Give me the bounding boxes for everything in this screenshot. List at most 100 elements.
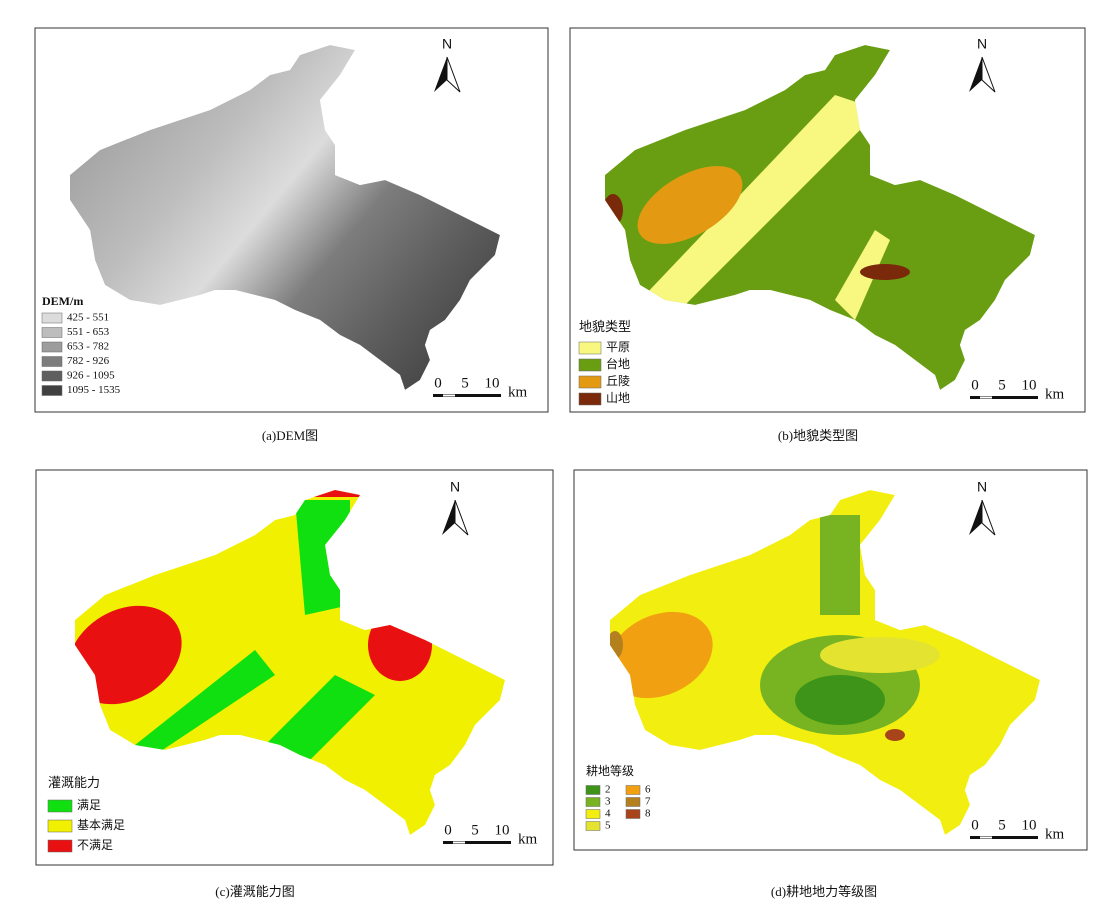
class-patch [795, 675, 885, 725]
class-patch [645, 95, 880, 305]
scale-tick-label: 5 [471, 822, 479, 838]
north-arrow-left [969, 500, 982, 535]
class-patch [860, 264, 910, 280]
panel-caption: (d)耕地地力等级图 [771, 884, 877, 899]
panel-caption: (b)地貌类型图 [778, 428, 858, 443]
scale-tick-label: 10 [1022, 377, 1037, 393]
scale-bar [970, 836, 1038, 839]
legend-swatch [578, 392, 602, 406]
legend-swatch [41, 356, 63, 367]
map [70, 45, 500, 390]
legend-label: 2 [605, 784, 611, 796]
class-patch [75, 605, 182, 705]
scale-unit: km [1045, 386, 1065, 402]
legend-swatch [625, 785, 641, 795]
legend-label: 1095 - 1535 [67, 384, 121, 396]
class-patch [637, 166, 743, 244]
north-arrow-left [969, 57, 982, 92]
legend-label: 4 [605, 808, 611, 820]
scale-bar-segment [453, 841, 465, 844]
legend-label: 782 - 926 [67, 355, 110, 367]
class-patch [610, 611, 713, 699]
legend-label: 926 - 1095 [67, 370, 115, 382]
north-label: N [442, 36, 452, 52]
map-clip [75, 490, 505, 835]
legend-swatch [625, 797, 641, 807]
legend-label: 653 - 782 [67, 341, 109, 353]
north-label: N [977, 479, 987, 495]
scale-tick-label: 10 [495, 822, 510, 838]
scale-tick-label: 0 [444, 822, 452, 838]
legend-title: DEM/m [42, 294, 83, 308]
class-patch [820, 515, 860, 615]
legend-label: 3 [605, 796, 611, 808]
legend-title: 地貌类型 [579, 319, 631, 334]
legend-label: 551 - 653 [67, 326, 110, 338]
scale-tick-label: 5 [461, 375, 469, 391]
class-patch [255, 675, 375, 765]
scale-bar [443, 841, 511, 844]
north-label: N [450, 479, 460, 495]
class-patch [885, 729, 905, 741]
class-patch [295, 500, 350, 615]
scale-unit: km [518, 831, 538, 847]
legend-label: 平原 [606, 340, 630, 354]
legend-label: 基本满足 [77, 818, 125, 832]
legend-swatch [41, 370, 63, 382]
scale-tick-label: 10 [485, 375, 500, 391]
legend-swatch [41, 327, 63, 338]
legend-swatch [585, 797, 601, 807]
scale-bar-segment [980, 836, 992, 839]
legend-swatch [585, 785, 601, 795]
legend-swatch [578, 341, 602, 355]
legend-swatch [47, 819, 73, 833]
legend-label: 满足 [77, 798, 101, 812]
north-label: N [977, 36, 987, 52]
scale-tick-label: 5 [998, 377, 1006, 393]
legend-title: 耕地等级 [586, 763, 634, 778]
region-fill [70, 45, 500, 390]
legend-title: 灌溉能力 [48, 775, 100, 790]
scale-tick-label: 5 [998, 817, 1006, 833]
legend-label: 丘陵 [606, 374, 630, 388]
panel-caption: (a)DEM图 [262, 428, 318, 443]
scale-bar [970, 396, 1038, 399]
legend-swatch [585, 809, 601, 819]
scale-bar-segment [980, 396, 992, 399]
class-patch [820, 637, 940, 673]
map-clip [610, 490, 1040, 835]
legend-swatch [585, 821, 601, 831]
legend-label: 不满足 [77, 838, 113, 852]
scale-tick-label: 0 [971, 817, 979, 833]
legend-label: 5 [605, 820, 611, 832]
class-patch [135, 650, 275, 755]
legend-swatch [625, 809, 641, 819]
region-fill [605, 45, 1035, 390]
map [605, 45, 1035, 390]
scale-unit: km [1045, 826, 1065, 842]
scale-tick-label: 0 [434, 375, 442, 391]
legend-swatch [47, 839, 73, 853]
map [75, 490, 505, 835]
legend-swatch [578, 375, 602, 389]
legend-label: 8 [645, 808, 651, 820]
map-clip [70, 45, 500, 390]
panel-caption: (c)灌溉能力图 [215, 884, 294, 899]
legend-label: 6 [645, 784, 651, 796]
map-clip [605, 45, 1035, 390]
legend-label: 7 [645, 796, 651, 808]
north-arrow-right [454, 499, 469, 536]
legend-label: 425 - 551 [67, 312, 109, 324]
region-fill [75, 490, 505, 835]
north-arrow-left [434, 57, 447, 92]
north-arrow-right [981, 499, 996, 536]
map [610, 490, 1040, 835]
legend-label: 台地 [606, 356, 630, 371]
map-panel: DEM/m 425 - 551 551 - 653 653 - 782 782 - 92… [34, 27, 549, 443]
scale-bar-segment [443, 394, 455, 397]
scale-tick-label: 0 [971, 377, 979, 393]
scale-unit: km [508, 384, 528, 400]
